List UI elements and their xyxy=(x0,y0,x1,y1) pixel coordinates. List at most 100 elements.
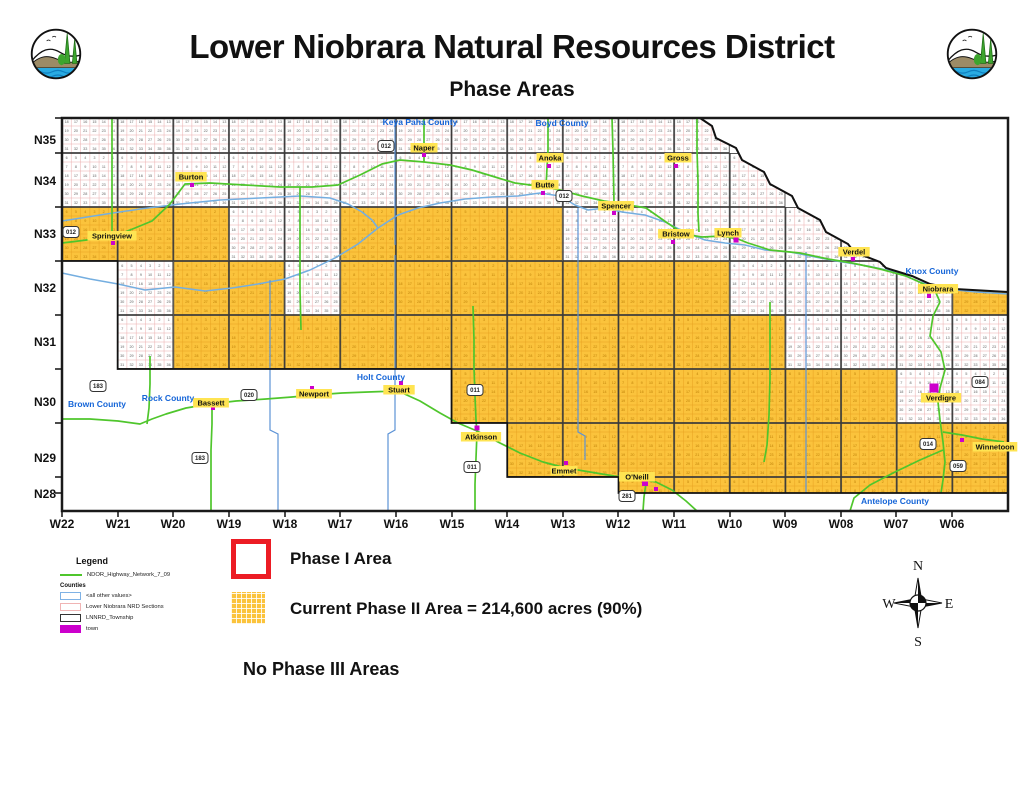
outline-black-swatch xyxy=(60,614,81,622)
legend-item-label: LNNRD_Township xyxy=(86,615,134,621)
highway-shield xyxy=(618,490,636,502)
county-label: Antelope County xyxy=(861,496,929,506)
town-label: Bristow xyxy=(662,230,690,239)
township-axis-label: N31 xyxy=(33,335,56,349)
town-dot xyxy=(671,240,675,244)
town-label-bg xyxy=(550,466,578,476)
highway-shield xyxy=(555,190,573,202)
highway-shield xyxy=(919,438,937,450)
legend-title: Legend xyxy=(76,556,109,566)
township-axis-label: N29 xyxy=(33,451,56,465)
district-boundary-south xyxy=(62,260,1007,494)
town-label: Butte xyxy=(535,181,554,190)
highway-shield-number: 020 xyxy=(244,393,255,399)
phase1-label: Phase I Area xyxy=(290,549,392,568)
range-axis-label: W06 xyxy=(939,517,965,531)
town-label-bg xyxy=(193,398,229,408)
town-dot xyxy=(642,480,648,486)
town-label-bg xyxy=(175,172,207,182)
town-label-bg xyxy=(460,432,502,442)
town-label-bg xyxy=(619,472,655,482)
highway-shield-number: 011 xyxy=(467,465,477,471)
range-axis-label: W21 xyxy=(105,517,131,531)
phase2-area xyxy=(340,207,563,261)
town-dot xyxy=(211,406,215,410)
highway-shield-number: 012 xyxy=(381,144,392,150)
town-dot xyxy=(399,381,403,385)
town-dot xyxy=(674,164,678,168)
township-axis-label: N28 xyxy=(33,487,56,501)
highway-shield-number: 011 xyxy=(470,388,480,394)
highway-line xyxy=(210,404,213,511)
town-dot xyxy=(564,461,568,465)
town-dot xyxy=(612,211,616,215)
legend-item: LNNRD_Township xyxy=(60,614,230,622)
highway-line xyxy=(763,302,771,463)
phase2-area xyxy=(618,477,1008,493)
range-axis-label: W22 xyxy=(49,517,75,531)
legend-item: <all other values> xyxy=(60,592,230,600)
highway-shield-number: 014 xyxy=(923,442,934,448)
river-line xyxy=(61,195,379,229)
town-dot xyxy=(541,191,545,195)
highway-line-swatch xyxy=(60,574,82,576)
town-dot xyxy=(851,257,855,261)
township-axis-label: N30 xyxy=(33,395,56,409)
compass-east-label: E xyxy=(945,597,954,612)
nrd-sections-area xyxy=(117,315,174,369)
county-boundary-line xyxy=(387,255,396,511)
town-label: Verdigre xyxy=(926,394,956,403)
town-label-bg xyxy=(838,247,870,257)
highway-shield-number: 281 xyxy=(622,494,633,500)
town-label: Atkinson xyxy=(465,433,498,442)
phase2-area xyxy=(173,315,786,369)
map-legend: Legend NDOR_Highway_Network_7_09 Countie… xyxy=(60,556,230,633)
phase2-area xyxy=(340,261,730,315)
town-label: Niobrara xyxy=(923,285,955,294)
range-axis-label: W13 xyxy=(550,517,576,531)
county-label: Rock County xyxy=(142,393,195,403)
town-dot xyxy=(733,237,739,243)
town-label-bg xyxy=(296,389,332,399)
town-label: Verdel xyxy=(843,248,866,257)
range-axis-label: W16 xyxy=(383,517,409,531)
town-label-bg xyxy=(714,228,742,238)
highway-shield-number: 059 xyxy=(953,464,964,470)
county-label: Brown County xyxy=(68,399,126,409)
highway-shield xyxy=(191,452,209,464)
highway-shield xyxy=(62,226,80,238)
town-label-bg xyxy=(664,153,692,163)
town-label: Bassett xyxy=(197,399,225,408)
town-dot xyxy=(190,183,194,187)
page-subtitle: Phase Areas xyxy=(449,78,575,101)
highway-line xyxy=(642,482,647,512)
town-label: Naper xyxy=(413,144,434,153)
range-axis-label: W12 xyxy=(605,517,631,531)
town-dot xyxy=(927,294,931,298)
nrd-sections-area xyxy=(228,207,341,261)
highway-line xyxy=(545,118,549,187)
town-label: Stuart xyxy=(388,386,410,395)
highway-shield-number: 012 xyxy=(66,230,77,236)
out-of-district-mask xyxy=(700,118,1008,292)
town-label: O'Neill xyxy=(625,473,648,482)
nrd-sections-area xyxy=(62,118,730,153)
highway-shield xyxy=(377,140,395,152)
legend-highway-label: NDOR_Highway_Network_7_09 xyxy=(87,572,171,578)
phase2-label: Current Phase II Area = 214,600 acres (9… xyxy=(290,599,643,618)
highway-line xyxy=(299,187,302,331)
phase2-area xyxy=(62,207,229,261)
town-label-bg xyxy=(920,393,962,403)
compass-west-label: W xyxy=(882,597,896,612)
town-label: Burton xyxy=(179,173,204,182)
town-dot xyxy=(310,386,314,390)
highway-shield xyxy=(240,389,258,401)
county-label: Boyd County xyxy=(536,118,589,128)
town-dot xyxy=(929,383,939,393)
compass-south-label: S xyxy=(914,635,922,650)
range-axis-label: W15 xyxy=(439,517,465,531)
town-label-bg xyxy=(598,201,634,211)
phase2-swatch xyxy=(231,592,265,624)
town-label: Anoka xyxy=(539,154,563,163)
